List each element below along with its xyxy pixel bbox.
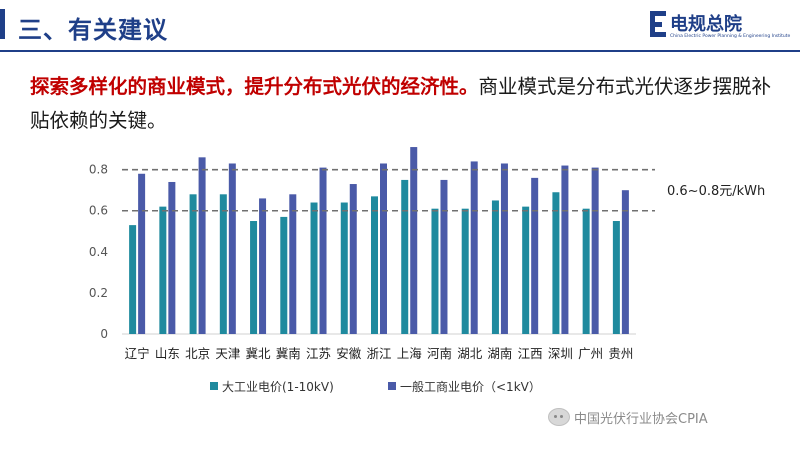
slide-title: 三、有关建议 [18, 16, 168, 44]
y-tick-label: 0.4 [89, 245, 108, 259]
title-accent-bar [0, 9, 5, 39]
bar [552, 192, 560, 334]
bar [500, 163, 508, 334]
bar [531, 177, 539, 334]
bar [289, 194, 297, 334]
legend-label-general-commercial: 一般工商业电价（<1kV） [400, 380, 541, 394]
x-tick-label: 冀北 [246, 346, 272, 361]
bar [371, 196, 378, 334]
x-tick-label: 湖南 [487, 346, 512, 361]
x-tick-label: 浙江 [366, 346, 391, 361]
bar [219, 194, 227, 334]
bar [621, 190, 629, 334]
x-tick-label: 冀南 [276, 346, 301, 361]
x-tick-label: 贵州 [608, 346, 633, 361]
x-tick-label: 天津 [215, 346, 240, 361]
bar [582, 208, 590, 334]
bar [129, 225, 137, 334]
logo-mark-icon [650, 11, 666, 37]
y-tick-label: 0.8 [89, 163, 108, 177]
y-tick-label: 0 [100, 327, 108, 341]
bar [401, 179, 409, 334]
y-tick-label: 0.6 [89, 204, 108, 218]
bar [410, 147, 418, 334]
bar [561, 165, 569, 334]
x-tick-label: 河南 [427, 346, 452, 361]
bar [310, 202, 318, 334]
x-tick-label: 辽宁 [125, 346, 150, 361]
bar [168, 181, 176, 334]
bar [612, 221, 620, 334]
wechat-icon [548, 408, 570, 426]
bar [470, 161, 478, 334]
bar [138, 173, 146, 334]
bar [591, 167, 599, 334]
legend-swatch-large-industrial [210, 382, 218, 390]
x-tick-label: 广州 [578, 346, 603, 361]
bar [198, 157, 206, 334]
x-tick-label: 安徽 [336, 346, 362, 361]
legend-label-large-industrial: 大工业电价(1-10kV) [222, 380, 334, 394]
lead-text: 探索多样化的商业模式，提升分布式光伏的经济性。商业模式是分布式光伏逐步摆脱补贴依… [30, 70, 790, 138]
bar [461, 208, 469, 334]
bar [440, 179, 448, 334]
x-tick-label: 江西 [518, 346, 543, 361]
header-divider [0, 50, 800, 52]
price-range-annotation: 0.6~0.8元/kWh [667, 184, 765, 199]
bar [228, 163, 236, 334]
slide-header: 三、有关建议 电规总院 China Electric Power Plannin… [0, 0, 800, 52]
logo-subtitle: China Electric Power Planning & Engineer… [670, 34, 791, 39]
bar [522, 206, 530, 334]
x-tick-label: 上海 [397, 346, 423, 361]
lead-rest: 商业模式是分布式光伏逐步摆脱补贴依赖的关键。 [30, 75, 772, 132]
x-tick-label: 江苏 [306, 346, 331, 361]
x-tick-label: 深圳 [548, 346, 573, 361]
logo-name: 电规总院 [670, 14, 742, 35]
lead-emphasis: 探索多样化的商业模式，提升分布式光伏的经济性。 [30, 75, 479, 98]
bar [319, 167, 327, 334]
logo: 电规总院 China Electric Power Planning & Eng… [650, 8, 790, 48]
x-tick-label: 北京 [185, 346, 210, 361]
bar [380, 163, 387, 334]
bar [159, 206, 167, 334]
bar [491, 200, 499, 334]
x-tick-label: 湖北 [457, 346, 483, 361]
bar [431, 208, 439, 334]
bar [280, 216, 288, 334]
y-tick-label: 0.2 [89, 286, 108, 300]
bar [189, 194, 197, 334]
x-tick-label: 山东 [155, 346, 180, 361]
bar [259, 198, 267, 334]
bar [349, 184, 357, 334]
watermark-text: 中国光伏行业协会CPIA [574, 412, 708, 427]
legend-swatch-general-commercial [388, 382, 396, 390]
bar [340, 202, 348, 334]
bar [250, 221, 258, 334]
